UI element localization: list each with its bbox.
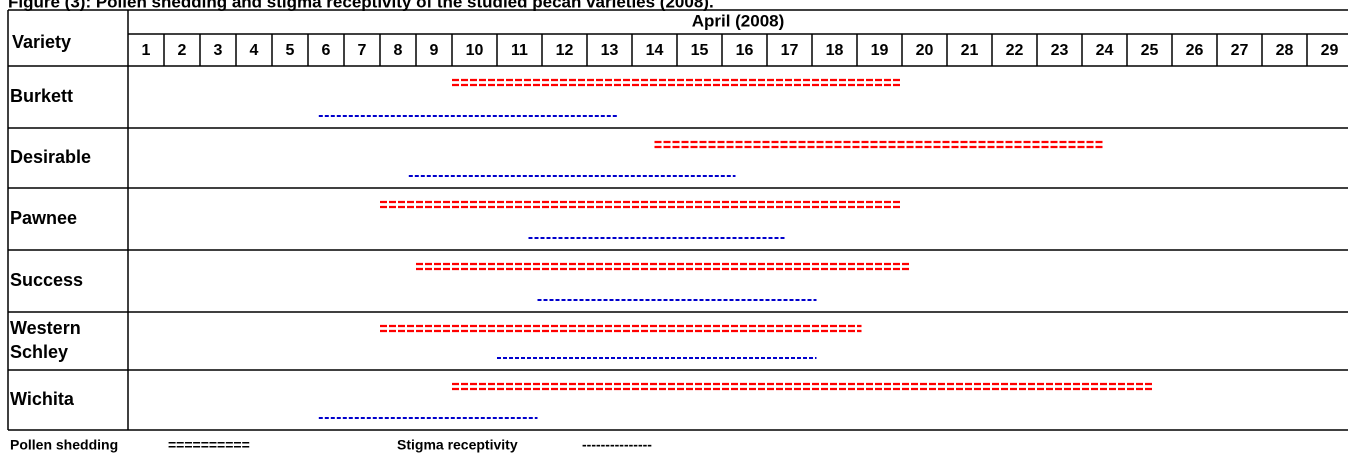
legend-label: Pollen shedding	[10, 437, 118, 453]
day-label: 4	[250, 42, 259, 59]
legend-symbol: ==========	[168, 437, 250, 453]
day-label: 23	[1051, 42, 1069, 59]
day-label: 15	[691, 42, 709, 59]
month-heading: April (2008)	[692, 11, 785, 30]
variety-label: Schley	[10, 342, 68, 362]
variety-label: Pawnee	[10, 208, 77, 228]
day-label: 17	[781, 42, 799, 59]
day-label: 11	[511, 42, 528, 59]
variety-heading: Variety	[12, 32, 71, 52]
day-label: 22	[1006, 42, 1024, 59]
variety-label: Western	[10, 318, 81, 338]
day-label: 12	[556, 42, 574, 59]
day-label: 1	[142, 42, 151, 59]
day-label: 29	[1321, 42, 1339, 59]
day-label: 21	[961, 42, 979, 59]
day-label: 9	[430, 42, 439, 59]
day-label: 8	[394, 42, 403, 59]
day-label: 27	[1231, 42, 1249, 59]
day-label: 19	[871, 42, 889, 59]
variety-label: Burkett	[10, 86, 73, 106]
legend-symbol: ---------------	[582, 437, 652, 453]
legend-label: Stigma receptivity	[397, 437, 518, 453]
day-label: 18	[826, 42, 844, 59]
variety-label: Success	[10, 270, 83, 290]
day-label: 7	[358, 42, 367, 59]
variety-label: Desirable	[10, 147, 91, 167]
day-label: 6	[322, 42, 331, 59]
figure-title: Figure (3): Pollen shedding and stigma r…	[8, 0, 714, 11]
day-label: 25	[1141, 42, 1159, 59]
day-label: 2	[178, 42, 187, 59]
day-label: 5	[286, 42, 295, 59]
variety-label: Wichita	[10, 389, 75, 409]
day-label: 10	[466, 42, 484, 59]
day-label: 20	[916, 42, 934, 59]
day-label: 28	[1276, 42, 1294, 59]
day-label: 14	[646, 42, 664, 59]
day-label: 16	[736, 42, 754, 59]
day-label: 3	[214, 42, 223, 59]
day-label: 26	[1186, 42, 1204, 59]
day-label: 13	[601, 42, 619, 59]
day-label: 24	[1096, 42, 1114, 59]
